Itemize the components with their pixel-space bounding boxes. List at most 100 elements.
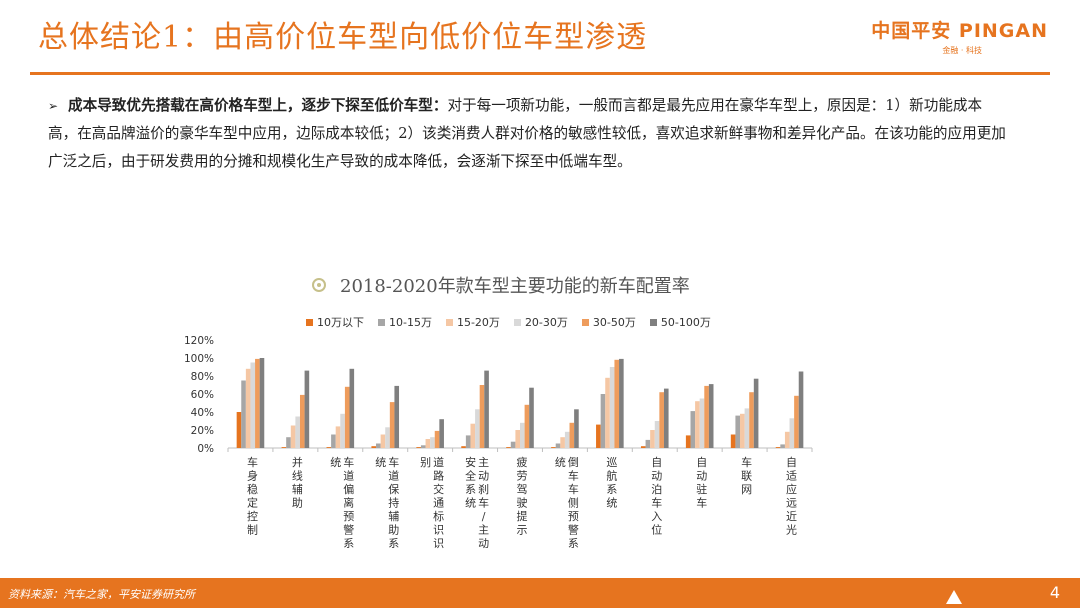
page-number: 4 <box>1049 583 1060 602</box>
y-tick-label: 0% <box>197 443 214 455</box>
bar <box>241 380 246 448</box>
bar <box>789 418 795 448</box>
bar <box>659 392 664 448</box>
legend-swatch <box>649 318 657 326</box>
x-tick-label: 自动驻车 <box>696 456 707 510</box>
legend-swatch <box>581 318 589 326</box>
y-tick-label: 20% <box>191 425 214 437</box>
bar <box>794 395 799 448</box>
bar <box>708 384 714 448</box>
bar <box>380 434 386 448</box>
bar <box>236 412 242 448</box>
legend-item: 20-30万 <box>513 314 568 330</box>
bar <box>690 411 696 448</box>
legend-swatch <box>378 318 385 326</box>
bar <box>650 430 655 448</box>
body-text: 对于每一项新功能，一般而言都是最先应用在豪华车型上，原因是：1）新功能成本高，在… <box>48 97 1006 170</box>
bar <box>645 439 651 448</box>
bar <box>564 431 570 448</box>
x-tick-label: 道路交通标识识别 <box>420 455 444 550</box>
x-tick-label: 车联网 <box>741 455 752 496</box>
logo: 中国平安 PINGAN 金融 · 科技 <box>871 16 1048 56</box>
chart-title-row: 2018-2020年款车型主要功能的新车配置率 <box>312 272 690 298</box>
y-tick-label: 120% <box>184 335 214 347</box>
bar <box>286 437 291 448</box>
bar <box>685 435 691 448</box>
legend-item: 15-20万 <box>445 314 500 330</box>
x-tick-label: 自动泊车入位 <box>651 456 662 537</box>
x-tick-label: 疲劳驾驶提示 <box>517 455 528 537</box>
bar <box>475 409 480 448</box>
x-tick-label: 并线辅助 <box>292 455 303 510</box>
bar <box>479 385 485 448</box>
bar <box>640 446 646 448</box>
bar <box>250 362 256 448</box>
bar <box>619 358 624 448</box>
x-tick-label: 巡航系统 <box>606 456 617 510</box>
bar <box>434 430 440 448</box>
x-tick-label: 自适应远近光 <box>786 456 797 537</box>
y-tick-label: 100% <box>184 353 214 365</box>
legend-swatch <box>306 318 313 326</box>
bar <box>798 371 804 448</box>
x-tick-label: 倒车车侧预警系统 <box>555 456 579 550</box>
x-tick-label: 车道偏离预警系统 <box>330 455 354 550</box>
bar <box>344 386 350 448</box>
y-tick-label: 60% <box>191 389 214 401</box>
legend-label: 10-15万 <box>389 316 432 329</box>
bar <box>259 358 265 448</box>
x-tick-label: 车道保持辅助系统 <box>375 455 399 550</box>
bar <box>326 447 332 448</box>
bullet-icon: ➢ <box>48 99 59 113</box>
bar <box>555 443 561 448</box>
bar <box>609 367 615 448</box>
bar <box>385 427 390 448</box>
bar <box>749 392 754 448</box>
legend-swatch <box>513 318 521 326</box>
bar <box>596 424 601 448</box>
bar <box>295 416 300 448</box>
y-tick-label: 40% <box>191 407 214 419</box>
bar <box>574 409 579 448</box>
bar <box>735 415 741 448</box>
bar <box>663 388 669 448</box>
bar <box>340 413 345 448</box>
bar <box>569 422 575 448</box>
legend-item: 10-15万 <box>378 314 432 330</box>
bar <box>605 377 610 448</box>
bar <box>389 402 395 448</box>
bar <box>376 443 381 448</box>
bar <box>290 425 296 448</box>
bar <box>524 404 530 448</box>
legend-item: 50-100万 <box>649 314 711 330</box>
legend-label: 20-30万 <box>524 316 568 329</box>
bar <box>484 370 489 448</box>
bar <box>430 437 435 448</box>
bar <box>394 385 400 448</box>
chart-title: 2018-2020年款车型主要功能的新车配置率 <box>340 276 690 297</box>
bar <box>439 419 444 448</box>
bar <box>730 434 736 448</box>
logo-sub-text: 金融 · 科技 <box>942 46 982 55</box>
source-note: 资料来源：汽车之家，平安证券研究所 <box>8 588 195 601</box>
bar <box>465 435 471 448</box>
bar <box>510 441 516 448</box>
bar <box>461 446 466 448</box>
bar <box>784 431 790 448</box>
bar <box>744 408 750 448</box>
legend-label: 50-100万 <box>660 316 711 329</box>
bar <box>551 447 556 448</box>
bar <box>349 368 355 448</box>
target-circle-icon <box>312 278 326 292</box>
x-tick-label: 主动刹车/主动安全系统 <box>465 455 489 550</box>
bar <box>331 434 336 448</box>
body-bold-lead: 成本导致优先搭载在高价格车型上，逐步下探至低价车型： <box>68 97 448 114</box>
bar <box>780 444 785 448</box>
body-paragraph: ➢ 成本导致优先搭载在高价格车型上，逐步下探至低价车型：对于每一项新功能，一般而言… <box>48 92 1008 176</box>
legend-label: 30-50万 <box>592 316 636 329</box>
bar <box>299 394 305 448</box>
bar <box>304 370 310 448</box>
bar <box>695 401 700 448</box>
bar <box>335 426 341 448</box>
legend-label: 10万以下 <box>317 316 364 329</box>
